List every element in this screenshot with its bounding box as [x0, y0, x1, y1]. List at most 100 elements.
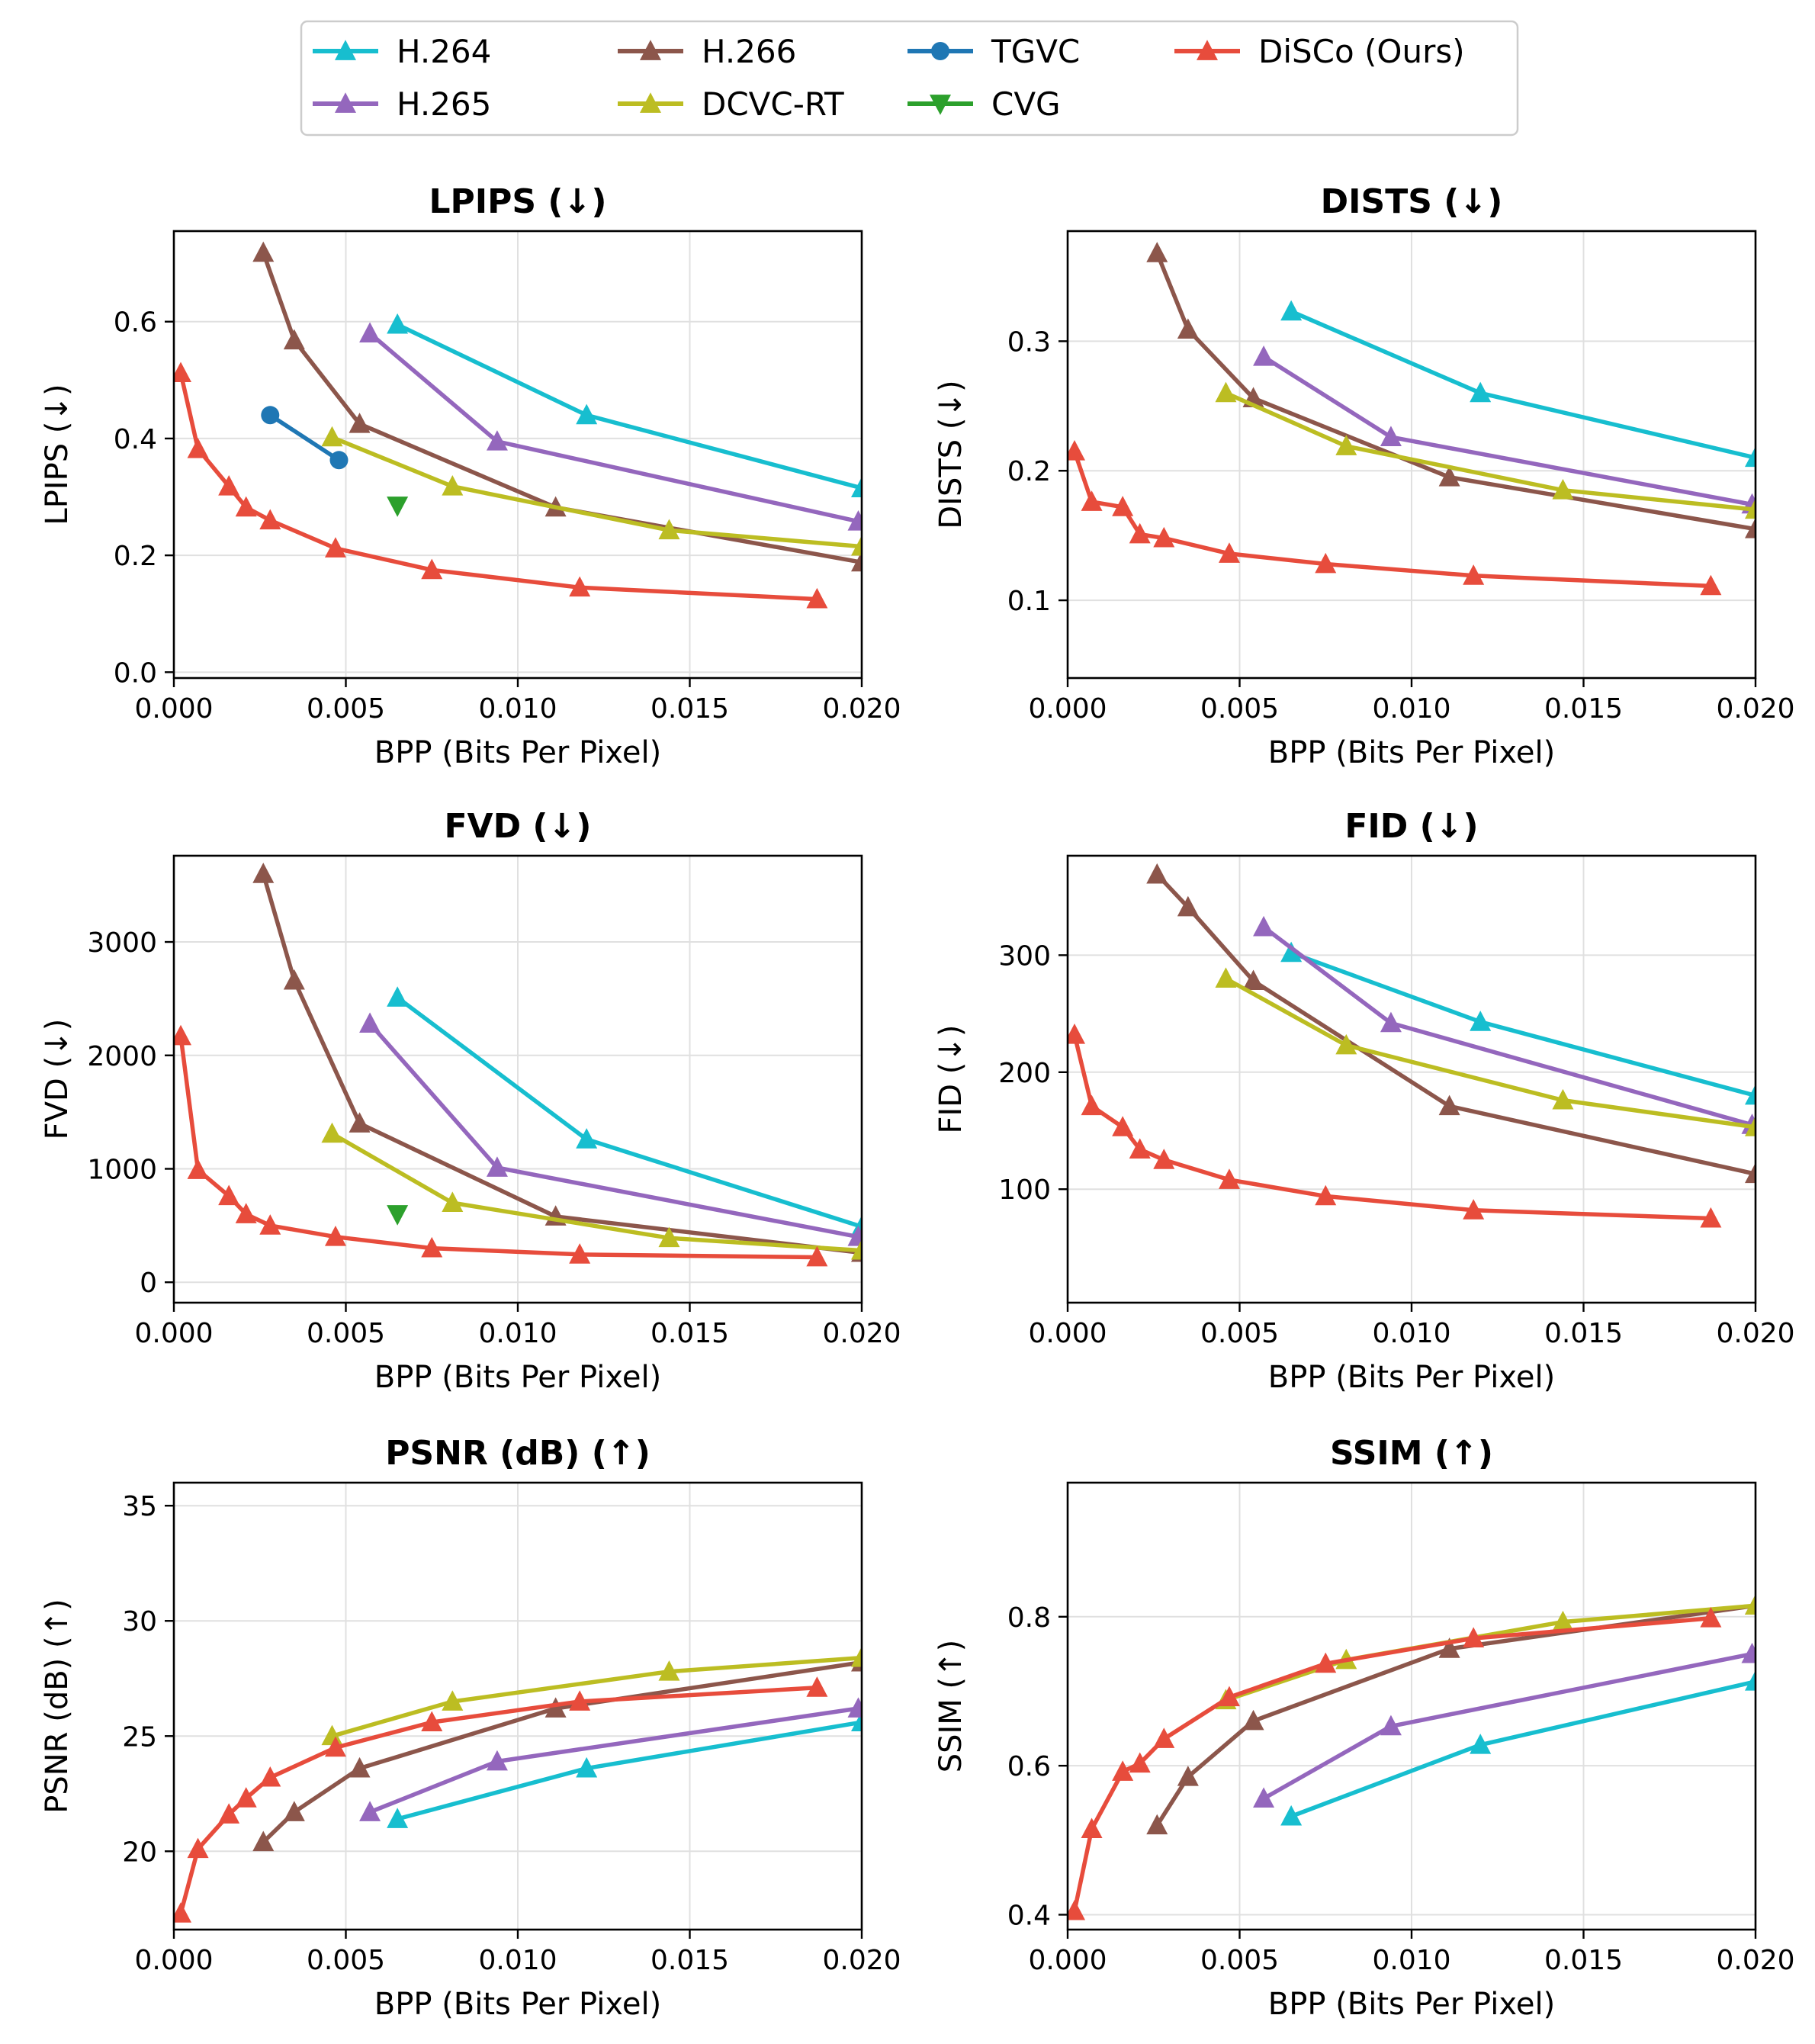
data-point: [1253, 345, 1275, 366]
y-tick-label: 20: [122, 1837, 157, 1868]
y-axis-label: PSNR (dB) (↑): [40, 1599, 75, 1813]
series-h-264: [1280, 1670, 1756, 1826]
y-tick-label: 0: [140, 1268, 157, 1299]
legend-marker-circle: [931, 42, 949, 60]
y-tick-label: 0.6: [114, 307, 157, 339]
data-point: [1146, 863, 1168, 884]
data-point: [1380, 426, 1402, 446]
y-tick-label: 300: [998, 940, 1051, 972]
data-point: [1700, 574, 1722, 596]
y-tick-label: 0.4: [1007, 1900, 1051, 1931]
x-axis-label: BPP (Bits Per Pixel): [374, 1360, 661, 1395]
series-h-266: [1146, 1594, 1756, 1835]
series-h-266: [1146, 863, 1756, 1184]
data-point: [1463, 1199, 1485, 1220]
data-point: [359, 1012, 381, 1033]
data-point: [1081, 1094, 1103, 1116]
chart-title: DISTS (↓): [1321, 182, 1503, 221]
chart-title: SSIM (↑): [1330, 1434, 1493, 1473]
series-dcvc-rt: [321, 1122, 863, 1260]
series-line: [329, 1131, 863, 1253]
legend-label: H.264: [397, 33, 491, 70]
x-tick-label: 0.015: [651, 693, 729, 725]
data-point: [1335, 435, 1357, 455]
series-line: [1223, 976, 1756, 1130]
data-point: [544, 1697, 567, 1718]
y-tick-label: 1000: [87, 1154, 157, 1185]
x-tick-label: 0.015: [1544, 693, 1623, 725]
data-point: [1242, 1709, 1264, 1731]
x-tick-label: 0.010: [478, 1945, 557, 1976]
series-line: [329, 1655, 863, 1739]
chart-title: FID (↓): [1344, 807, 1478, 846]
data-point: [235, 496, 257, 517]
x-tick-label: 0.000: [1028, 693, 1107, 725]
data-point: [1745, 1594, 1756, 1615]
data-point: [847, 1697, 863, 1718]
x-tick-label: 0.005: [307, 1318, 385, 1349]
data-point: [321, 1122, 343, 1143]
data-point: [1380, 1011, 1402, 1033]
series-h-265: [359, 322, 863, 531]
data-point: [1153, 1149, 1175, 1169]
legend-label: H.266: [702, 33, 796, 70]
data-point: [187, 438, 209, 458]
chart-title: LPIPS (↓): [429, 182, 607, 221]
legend-label: CVG: [991, 85, 1061, 123]
y-tick-label: 2000: [87, 1041, 157, 1072]
data-point: [1253, 1787, 1275, 1808]
data-point: [1081, 1817, 1103, 1839]
legend-marker-triangle-up: [640, 92, 661, 113]
x-axis-label: BPP (Bits Per Pixel): [374, 735, 661, 770]
data-point: [1315, 1184, 1337, 1206]
series-line: [268, 413, 342, 463]
y-axis-label: DISTS (↓): [933, 380, 969, 529]
data-point: [442, 1690, 464, 1711]
chart-panel-fid: 0.000 0.005 0.010 0.015 0.020 100 200 300 FID (↓…: [933, 807, 1795, 1395]
data-point: [1153, 526, 1175, 548]
data-point: [1081, 490, 1103, 511]
series-line: [329, 435, 863, 549]
data-point: [847, 510, 863, 531]
plot-area: [173, 863, 863, 1267]
x-tick-label: 0.005: [1200, 693, 1279, 725]
data-point: [851, 1646, 863, 1667]
series-dcvc-rt: [1215, 381, 1756, 519]
plot-area: [173, 1646, 863, 1923]
data-point: [324, 1736, 346, 1757]
data-point: [187, 1159, 209, 1179]
data-point: [658, 1660, 680, 1681]
x-tick-label: 0.000: [134, 693, 213, 725]
data-point: [442, 475, 464, 496]
data-point: [259, 1766, 281, 1787]
data-point: [1067, 1024, 1086, 1044]
data-point: [324, 537, 346, 558]
data-point: [486, 430, 508, 451]
x-tick-label: 0.000: [1028, 1945, 1107, 1976]
x-tick-label: 0.010: [1372, 1318, 1450, 1349]
series-h-266: [1146, 242, 1756, 538]
data-point: [1215, 967, 1237, 988]
chart-panel-ssim: 0.000 0.005 0.010 0.015 0.020 0.4 0.6 0.8 SSIM (…: [933, 1434, 1795, 2022]
data-point: [421, 1236, 443, 1258]
data-point: [283, 969, 305, 990]
y-axis-label: SSIM (↑): [933, 1640, 969, 1773]
data-point: [1741, 1642, 1756, 1663]
series-h-264: [1280, 941, 1756, 1105]
series-disco-ours: [173, 1024, 828, 1267]
x-tick-label: 0.000: [1028, 1318, 1107, 1349]
legend-label: DCVC-RT: [702, 85, 844, 123]
series-h-265: [359, 1697, 863, 1821]
data-point: [173, 362, 192, 383]
data-point: [1700, 1207, 1722, 1228]
data-point: [658, 1226, 680, 1248]
data-point: [252, 863, 275, 883]
series-dcvc-rt: [1215, 967, 1756, 1136]
data-point: [1112, 1116, 1134, 1136]
data-point: [218, 1803, 240, 1824]
data-point: [1146, 242, 1168, 262]
data-point: [1177, 895, 1199, 917]
y-tick-label: 0.1: [1007, 586, 1051, 617]
y-tick-label: 0.0: [114, 657, 157, 689]
data-point: [1218, 542, 1240, 563]
